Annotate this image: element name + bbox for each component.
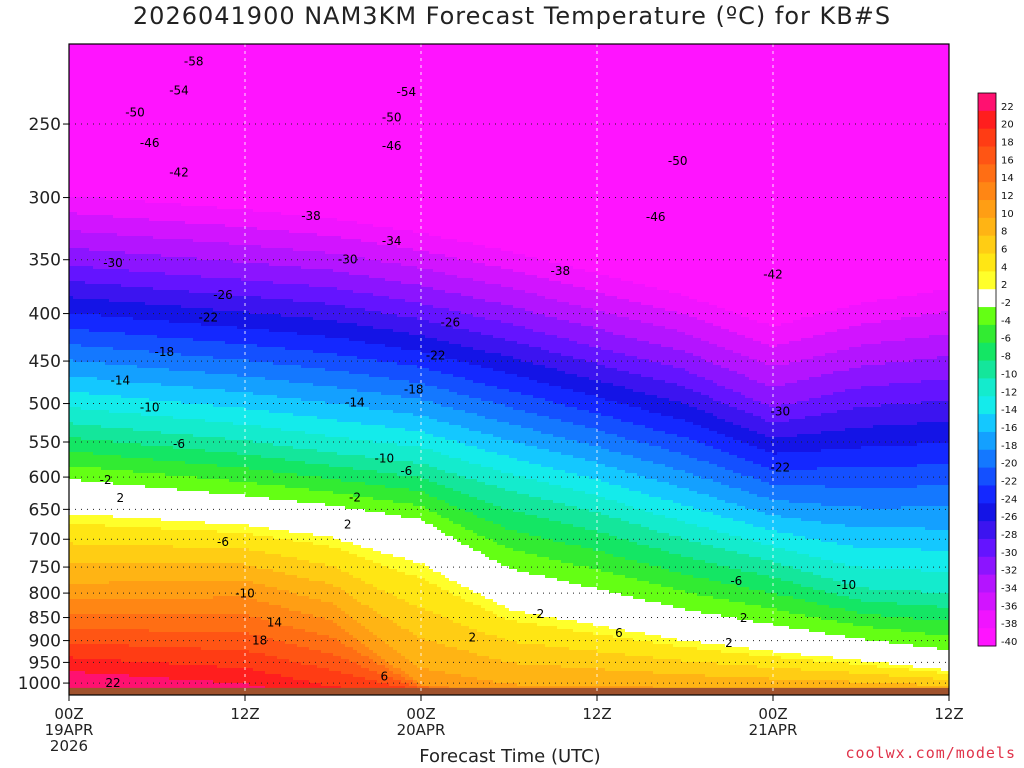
forecast-chart: -58-54-50-46-42-38-34-30 -30-26-22-18-14-… — [0, 0, 1024, 768]
temperature-field — [69, 44, 950, 696]
